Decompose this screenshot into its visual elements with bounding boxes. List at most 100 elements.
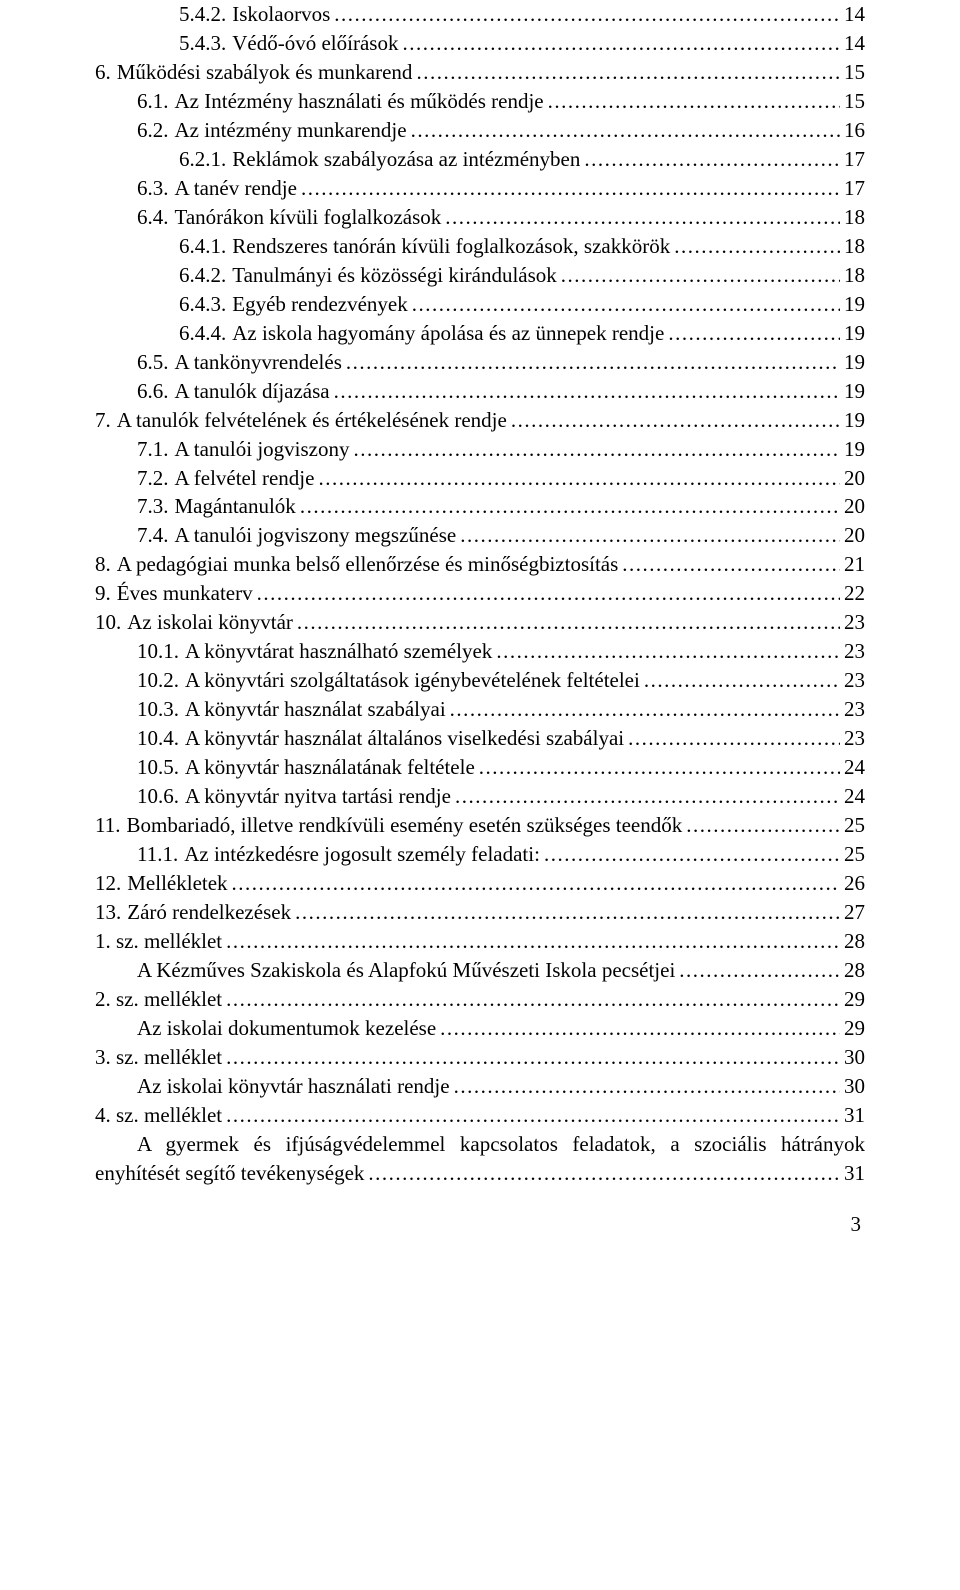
toc-entry: 6.4.2.Tanulmányi és közösségi kirándulás… bbox=[95, 261, 865, 290]
toc-leader-dots bbox=[226, 985, 840, 1014]
toc-page-number: 25 bbox=[840, 811, 865, 840]
toc-page-number: 29 bbox=[840, 1014, 865, 1043]
toc-number: 13. bbox=[95, 898, 127, 927]
toc-page-number: 23 bbox=[840, 724, 865, 753]
toc-title: Tanórákon kívüli foglalkozások bbox=[175, 203, 446, 232]
toc-entry-wrapped-line1: A gyermek és ifjúságvédelemmel kapcsolat… bbox=[95, 1130, 865, 1159]
toc-number: 6.3. bbox=[137, 174, 175, 203]
toc-title: 4. sz. melléklet bbox=[95, 1101, 226, 1130]
toc-entry: 4. sz. melléklet31 bbox=[95, 1101, 865, 1130]
toc-page-number: 18 bbox=[840, 203, 865, 232]
toc-page-number: 29 bbox=[840, 985, 865, 1014]
toc-page-number: 24 bbox=[840, 782, 865, 811]
toc-number: 11. bbox=[95, 811, 126, 840]
toc-title: Az iskolai könyvtár bbox=[127, 608, 297, 637]
toc-number: 10.3. bbox=[137, 695, 185, 724]
toc-page-number: 24 bbox=[840, 753, 865, 782]
toc-leader-dots bbox=[440, 1014, 840, 1043]
toc-entry: 10.6.A könyvtár nyitva tartási rendje 24 bbox=[95, 782, 865, 811]
toc-number: 10.6. bbox=[137, 782, 185, 811]
toc-entry: 10.3.A könyvtár használat szabályai23 bbox=[95, 695, 865, 724]
toc-page-number: 15 bbox=[840, 87, 865, 116]
toc-number: 10.4. bbox=[137, 724, 185, 753]
toc-entry: 10.5.A könyvtár használatának feltétele2… bbox=[95, 753, 865, 782]
toc-number: 6.1. bbox=[137, 87, 175, 116]
toc-page-number: 22 bbox=[840, 579, 865, 608]
toc-leader-dots bbox=[297, 608, 840, 637]
toc-number: 9. bbox=[95, 579, 117, 608]
toc-number: 10. bbox=[95, 608, 127, 637]
toc-page-number: 18 bbox=[840, 232, 865, 261]
toc-title: Védő-óvó előírások bbox=[232, 29, 402, 58]
toc-title: Az intézkedésre jogosult személy feladat… bbox=[184, 840, 544, 869]
toc-title: Egyéb rendezvények bbox=[232, 290, 412, 319]
toc-page-number: 28 bbox=[840, 927, 865, 956]
toc-entry: 6.2.1.Reklámok szabályozása az intézmény… bbox=[95, 145, 865, 174]
toc-entry: 13.Záró rendelkezések27 bbox=[95, 898, 865, 927]
toc-title: 2. sz. melléklet bbox=[95, 985, 226, 1014]
toc-leader-dots bbox=[450, 695, 840, 724]
toc-page-number: 27 bbox=[840, 898, 865, 927]
toc-title: A könyvtár használat általános viselkedé… bbox=[185, 724, 628, 753]
toc-page-number: 23 bbox=[840, 695, 865, 724]
toc-entry: 10.4.A könyvtár használat általános vise… bbox=[95, 724, 865, 753]
toc-entry: 9.Éves munkaterv22 bbox=[95, 579, 865, 608]
toc-title: Az iskolai könyvtár használati rendje bbox=[137, 1072, 454, 1101]
toc-entry: 6.4.4.Az iskola hagyomány ápolása és az … bbox=[95, 319, 865, 348]
toc-page-number: 20 bbox=[840, 521, 865, 550]
toc-page-number: 30 bbox=[840, 1043, 865, 1072]
toc-leader-dots bbox=[301, 174, 840, 203]
toc-leader-dots bbox=[334, 377, 840, 406]
toc-title: Mellékletek bbox=[127, 869, 231, 898]
toc-leader-dots bbox=[412, 290, 840, 319]
toc-page-number: 15 bbox=[840, 58, 865, 87]
toc-title: A könyvtárat használható személyek bbox=[185, 637, 496, 666]
toc-page-number: 19 bbox=[840, 406, 865, 435]
toc-title: Az intézmény munkarendje bbox=[175, 116, 411, 145]
toc-title: Az iskola hagyomány ápolása és az ünnepe… bbox=[232, 319, 668, 348]
toc-entry: A Kézműves Szakiskola és Alapfokú Művész… bbox=[95, 956, 865, 985]
toc-page-number: 26 bbox=[840, 869, 865, 898]
toc-leader-dots bbox=[628, 724, 840, 753]
toc-page-number: 23 bbox=[840, 666, 865, 695]
toc-leader-dots bbox=[460, 521, 840, 550]
toc-title: A gyermek és ifjúságvédelemmel kapcsolat… bbox=[137, 1132, 865, 1156]
toc-number: 7. bbox=[95, 406, 117, 435]
toc-leader-dots bbox=[674, 232, 840, 261]
toc-leader-dots bbox=[511, 406, 840, 435]
toc-page-number: 21 bbox=[840, 550, 865, 579]
toc-number: 7.4. bbox=[137, 521, 175, 550]
toc-page-number: 17 bbox=[840, 174, 865, 203]
toc-entry: 5.4.2.Iskolaorvos14 bbox=[95, 0, 865, 29]
toc-leader-dots bbox=[679, 956, 840, 985]
toc-title: A könyvtár nyitva tartási rendje bbox=[185, 782, 455, 811]
toc-title: A könyvtári szolgáltatások igénybevételé… bbox=[185, 666, 644, 695]
toc-entry-wrapped: A gyermek és ifjúságvédelemmel kapcsolat… bbox=[95, 1130, 865, 1188]
toc-entry: 10.Az iskolai könyvtár23 bbox=[95, 608, 865, 637]
toc-number: 10.1. bbox=[137, 637, 185, 666]
toc-number: 6. bbox=[95, 58, 117, 87]
toc-entry: 7.1.A tanulói jogviszony19 bbox=[95, 435, 865, 464]
toc-title: enyhítését segítő tevékenységek bbox=[95, 1159, 368, 1188]
toc-entry: 6.5.A tankönyvrendelés19 bbox=[95, 348, 865, 377]
toc-number: 6.6. bbox=[137, 377, 175, 406]
toc-title: A tankönyvrendelés bbox=[175, 348, 346, 377]
toc-list: 5.4.2.Iskolaorvos145.4.3.Védő-óvó előírá… bbox=[95, 0, 865, 1130]
toc-number: 7.3. bbox=[137, 492, 175, 521]
toc-page-number: 14 bbox=[840, 0, 865, 29]
toc-page-number: 19 bbox=[840, 435, 865, 464]
toc-leader-dots bbox=[644, 666, 840, 695]
toc-entry: 6.3.A tanév rendje17 bbox=[95, 174, 865, 203]
toc-number: 11.1. bbox=[137, 840, 184, 869]
toc-entry: 6.4.Tanórákon kívüli foglalkozások18 bbox=[95, 203, 865, 232]
toc-leader-dots bbox=[686, 811, 840, 840]
toc-entry-wrapped-line2: enyhítését segítő tevékenységek 31 bbox=[95, 1159, 865, 1188]
toc-entry: 7.2.A felvétel rendje20 bbox=[95, 464, 865, 493]
toc-leader-dots bbox=[257, 579, 840, 608]
toc-title: A tanulói jogviszony megszűnése bbox=[175, 521, 461, 550]
toc-number: 6.2. bbox=[137, 116, 175, 145]
toc-title: A Kézműves Szakiskola és Alapfokú Művész… bbox=[137, 956, 679, 985]
toc-leader-dots bbox=[445, 203, 840, 232]
toc-entry: 7.4.A tanulói jogviszony megszűnése 20 bbox=[95, 521, 865, 550]
toc-page-number: 19 bbox=[840, 348, 865, 377]
